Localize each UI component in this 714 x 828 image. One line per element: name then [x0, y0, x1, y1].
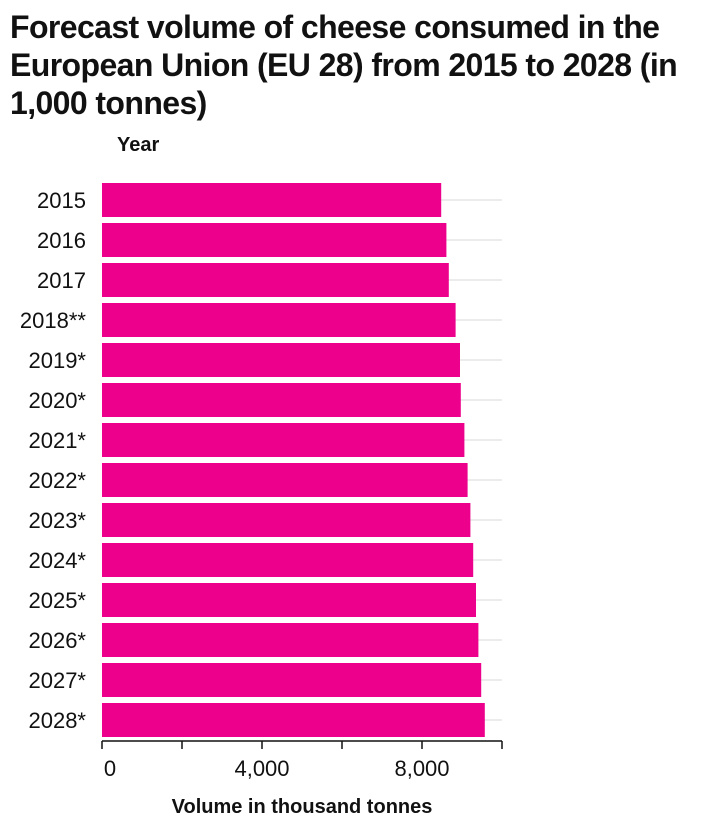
chart-title: Forecast volume of cheese consumed in th…: [10, 9, 678, 121]
bar-2021: [102, 423, 465, 457]
bars: [102, 183, 485, 737]
bar-2027: [102, 663, 482, 697]
x-tick-label: 0: [104, 756, 116, 781]
bar-2023: [102, 503, 471, 537]
y-tick-label: 2020*: [28, 388, 86, 413]
y-tick-label: 2028*: [28, 708, 86, 733]
bar-2016: [102, 223, 447, 257]
y-tick-label: 2015: [37, 188, 86, 213]
bar-2019: [102, 343, 460, 377]
bar-2017: [102, 263, 449, 297]
y-tick-label: 2027*: [28, 668, 86, 693]
y-tick-label: 2024*: [28, 548, 86, 573]
x-tick-label: 8,000: [394, 756, 449, 781]
bar-2020: [102, 383, 461, 417]
y-tick-label: 2018**: [20, 308, 87, 333]
y-tick-label: 2016: [37, 228, 86, 253]
y-tick-label: 2017: [37, 268, 86, 293]
x-tick-label: 4,000: [234, 756, 289, 781]
bar-2026: [102, 623, 479, 657]
y-tick-label: 2022*: [28, 468, 86, 493]
bar-2018: [102, 303, 456, 337]
bar-2024: [102, 543, 474, 577]
bar-2015: [102, 183, 442, 217]
bar-2025: [102, 583, 476, 617]
bar-2028: [102, 703, 485, 737]
y-tick-label: 2023*: [28, 508, 86, 533]
bar-2022: [102, 463, 468, 497]
y-tick-label: 2019*: [28, 348, 86, 373]
y-tick-label: 2021*: [28, 428, 86, 453]
y-tick-labels: 2015 2016 2017 2018** 2019* 2020* 2021* 2022* 20…: [20, 188, 87, 733]
y-tick-label: 2026*: [28, 628, 86, 653]
y-axis-label: Year: [117, 134, 160, 156]
y-tick-label: 2025*: [28, 588, 86, 613]
x-axis: 0 4,000 8,000: [101, 740, 503, 781]
x-axis-label: Volume in thousand tonnes: [172, 796, 433, 818]
